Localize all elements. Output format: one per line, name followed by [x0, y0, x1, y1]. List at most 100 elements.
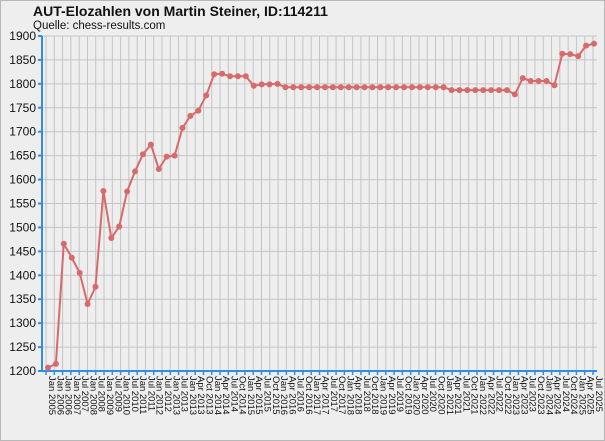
data-point	[575, 53, 582, 60]
x-tick-label: Jul 2024	[560, 376, 571, 412]
data-point	[456, 87, 463, 94]
data-point	[314, 84, 321, 91]
x-tick-label: Oct 2016	[303, 376, 314, 415]
data-point	[559, 50, 566, 57]
data-point	[266, 81, 273, 88]
x-tick-label: Jan 2013	[170, 376, 181, 415]
x-tick-label: Jul 2023	[527, 376, 538, 412]
data-point	[250, 82, 257, 89]
x-tick-label: Oct 2023	[535, 376, 546, 415]
x-tick-label: Jan 2008	[87, 376, 98, 415]
x-tick-label: Jul 2014	[228, 376, 239, 412]
data-point	[60, 240, 67, 247]
data-point	[424, 84, 431, 91]
data-point	[527, 77, 534, 84]
data-point	[503, 87, 510, 94]
data-point	[274, 80, 281, 87]
x-tick-label: Jul 2012	[162, 376, 173, 412]
data-point	[567, 51, 574, 58]
x-tick-label: Apr 2013	[195, 376, 206, 415]
x-tick-label: Jan 2023	[510, 376, 521, 415]
x-tick-label: Jul 2019	[394, 376, 405, 412]
x-tick-label: Jul 2011	[145, 376, 156, 411]
x-tick-label: Jan 2009	[104, 376, 115, 415]
x-tick-label: Jul 2008	[96, 376, 107, 412]
data-point	[393, 84, 400, 91]
data-point	[195, 107, 202, 114]
data-point	[377, 84, 384, 91]
x-tick-label: Apr 2017	[320, 376, 331, 415]
x-tick-label: Oct 2020	[436, 376, 447, 415]
y-tick-label: 1250	[9, 340, 36, 354]
data-point	[440, 84, 447, 91]
data-point	[306, 84, 313, 91]
data-point	[432, 84, 439, 91]
x-tick-label: Oct 2014	[237, 376, 248, 415]
data-point	[472, 87, 479, 94]
x-tick-label: Jan 2007	[71, 376, 82, 415]
x-tick-label: Jan 2021	[444, 376, 455, 415]
x-tick-label: Apr 2015	[253, 376, 264, 415]
x-tick-label: Jan 2012	[154, 376, 165, 415]
x-tick-label: Jan 2005	[46, 376, 57, 415]
data-point	[68, 254, 75, 261]
x-tick-label: Jan 2022	[477, 376, 488, 415]
x-tick-label: Jul 2016	[295, 376, 306, 412]
data-point	[535, 77, 542, 84]
data-point	[124, 188, 131, 195]
x-tick-label: Oct 2024	[568, 376, 579, 415]
data-point	[480, 87, 487, 94]
x-tick-label: Oct 2021	[469, 376, 480, 415]
data-point	[298, 84, 305, 91]
x-tick-label: Jul 2015	[261, 376, 272, 412]
x-tick-label: Jan 2015	[245, 376, 256, 415]
data-point	[409, 84, 415, 91]
x-tick-label: Jan 2020	[411, 376, 422, 415]
x-tick-label: Jul 2007	[79, 376, 90, 412]
data-point	[100, 188, 107, 195]
data-point	[219, 70, 226, 77]
y-tick-label: 1450	[9, 244, 36, 258]
y-tick-label: 1200	[9, 364, 36, 378]
data-point	[337, 84, 344, 91]
y-tick-label: 1700	[9, 125, 36, 139]
y-tick-label: 1300	[9, 316, 36, 330]
data-point	[416, 84, 423, 91]
y-tick-label: 1400	[9, 268, 36, 282]
y-tick-label: 1750	[9, 101, 36, 115]
data-point	[211, 71, 218, 78]
x-tick-label: Jul 2010	[129, 376, 140, 412]
x-tick-label: Apr 2024	[552, 376, 563, 415]
data-point	[464, 87, 471, 94]
x-tick-label: Jul 2017	[328, 376, 339, 412]
x-tick-label: Apr 2014	[220, 376, 231, 415]
data-point	[511, 91, 518, 98]
x-tick-label: Apr 2025	[585, 376, 596, 415]
series-line	[47, 42, 595, 369]
data-point	[92, 283, 99, 290]
data-point	[488, 87, 495, 94]
data-point	[84, 301, 91, 307]
x-tick-label: Jan 2018	[344, 376, 355, 415]
data-point	[187, 112, 194, 119]
x-tick-label: Jul 2021	[460, 376, 471, 412]
data-point	[234, 73, 241, 80]
grid-lines	[42, 35, 597, 372]
series-points	[45, 40, 597, 371]
data-point	[76, 269, 83, 276]
x-tick-label: Apr 2016	[286, 376, 297, 415]
x-tick-label: Jan 2019	[378, 376, 389, 415]
data-point	[361, 84, 368, 91]
data-point	[321, 84, 328, 91]
x-tick-label: Oct 2017	[336, 376, 347, 415]
y-tick-label: 1850	[9, 53, 36, 67]
x-tick-label: Jan 2016	[278, 376, 289, 415]
data-point	[163, 153, 170, 160]
data-point	[203, 92, 210, 99]
data-point	[45, 364, 51, 371]
data-point	[448, 87, 455, 94]
x-tick-label: Apr 2021	[452, 376, 463, 415]
data-point	[543, 77, 550, 84]
